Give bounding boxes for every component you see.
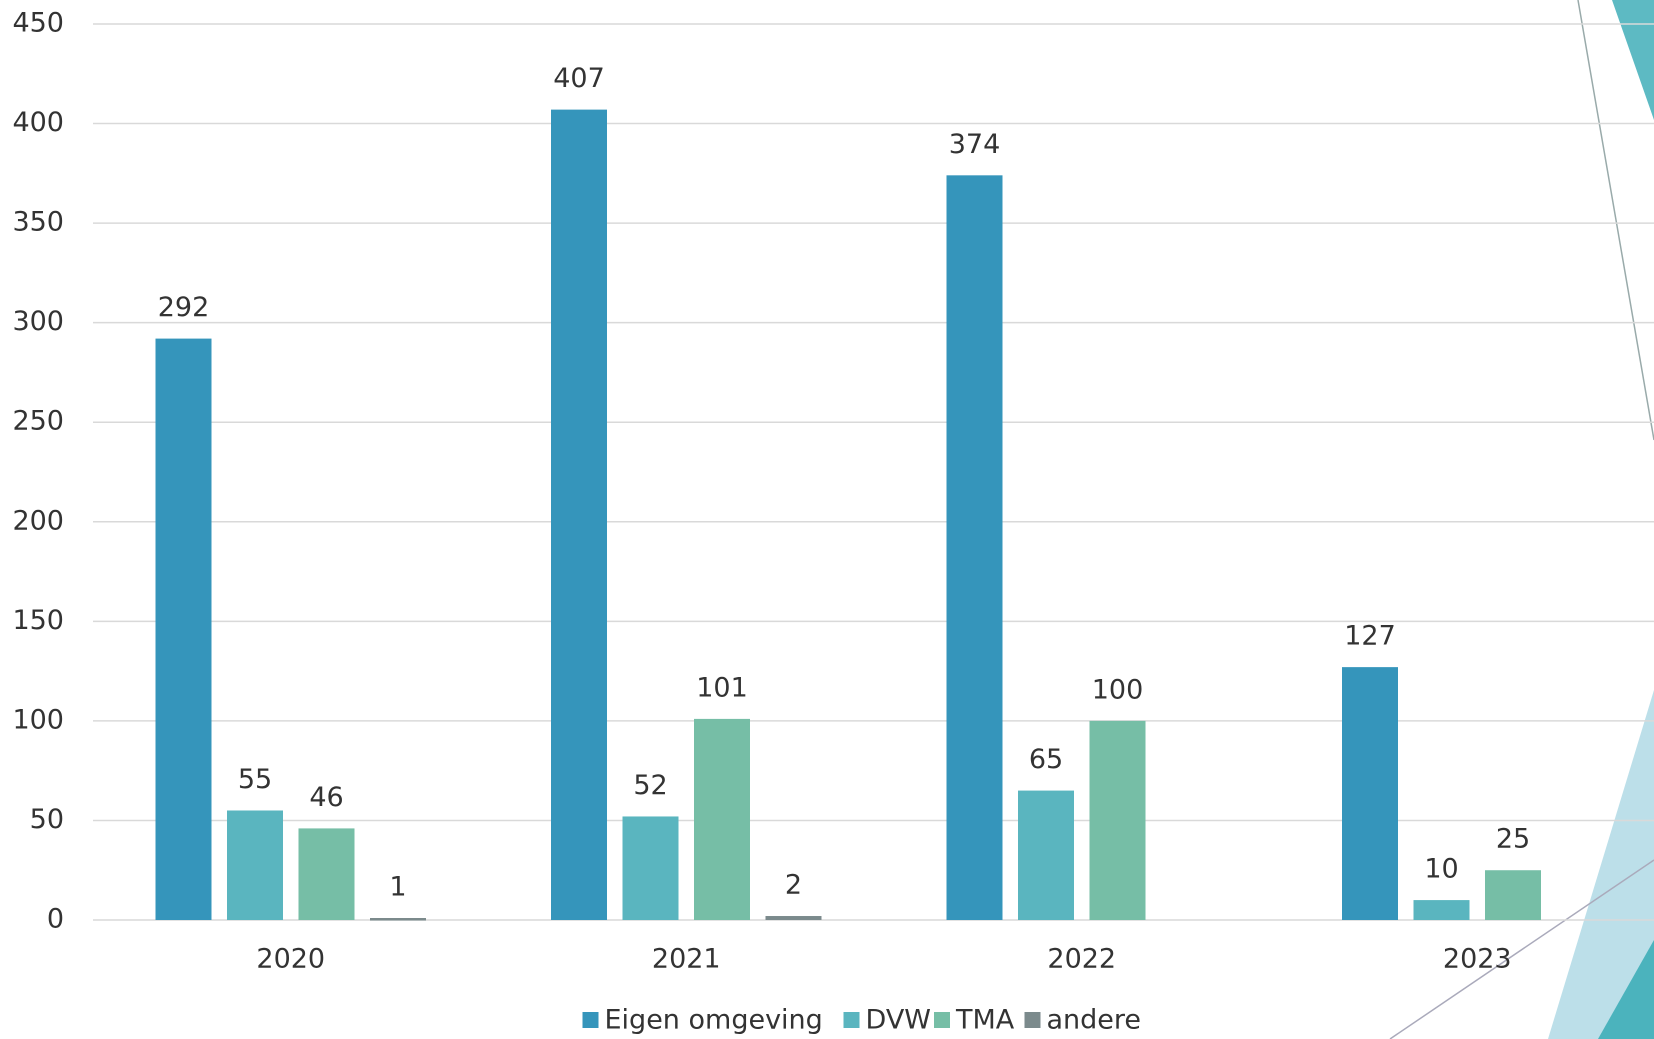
bar [765, 916, 822, 920]
y-tick-label: 300 [12, 306, 64, 337]
bar [551, 109, 607, 920]
value-label: 65 [1029, 744, 1063, 775]
bar [1018, 790, 1074, 920]
decoration [1389, 0, 1654, 1039]
x-tick-label: 2023 [1443, 944, 1512, 975]
bar [155, 338, 212, 920]
value-label: 100 [1092, 674, 1144, 705]
value-label: 101 [696, 672, 748, 703]
y-tick-label: 400 [12, 107, 64, 138]
y-tick-label: 150 [12, 605, 64, 636]
y-tick-label: 250 [12, 406, 64, 437]
legend-swatch [934, 1012, 950, 1028]
y-tick-label: 100 [12, 704, 64, 735]
legend-label: DVW [866, 1005, 931, 1036]
legend-label: Eigen omgeving [605, 1005, 823, 1036]
y-tick-label: 350 [12, 207, 64, 238]
value-label: 55 [238, 764, 272, 795]
bar [298, 828, 355, 920]
value-label: 10 [1424, 854, 1458, 885]
bar [694, 718, 750, 920]
value-label: 1 [389, 872, 406, 903]
y-tick-label: 450 [12, 8, 64, 39]
value-label: 374 [949, 129, 1001, 160]
legend-label: andere [1047, 1005, 1142, 1036]
value-label: 52 [633, 770, 667, 801]
value-label: 2 [785, 870, 802, 901]
plot-area: 0501001502002503003504004502020292554612… [12, 8, 1654, 1036]
bar [227, 810, 283, 920]
bar [1342, 667, 1398, 920]
value-label: 292 [158, 292, 210, 323]
legend-swatch [1024, 1012, 1041, 1028]
y-tick-label: 50 [30, 804, 64, 835]
bar [1413, 900, 1470, 920]
y-tick-label: 0 [47, 904, 64, 935]
bar [370, 918, 426, 921]
legend-swatch [582, 1012, 599, 1028]
bar [1485, 870, 1541, 920]
value-label: 25 [1496, 824, 1530, 855]
x-tick-label: 2020 [256, 944, 325, 975]
legend-swatch [843, 1012, 860, 1028]
x-tick-label: 2021 [652, 944, 721, 975]
bar [946, 175, 1003, 920]
bar [622, 816, 679, 920]
value-label: 127 [1344, 621, 1396, 652]
bar [1089, 720, 1146, 920]
y-tick-label: 200 [12, 505, 64, 536]
x-tick-label: 2022 [1047, 944, 1116, 975]
value-label: 46 [309, 782, 343, 813]
legend-label: TMA [955, 1005, 1015, 1036]
value-label: 407 [553, 63, 605, 94]
